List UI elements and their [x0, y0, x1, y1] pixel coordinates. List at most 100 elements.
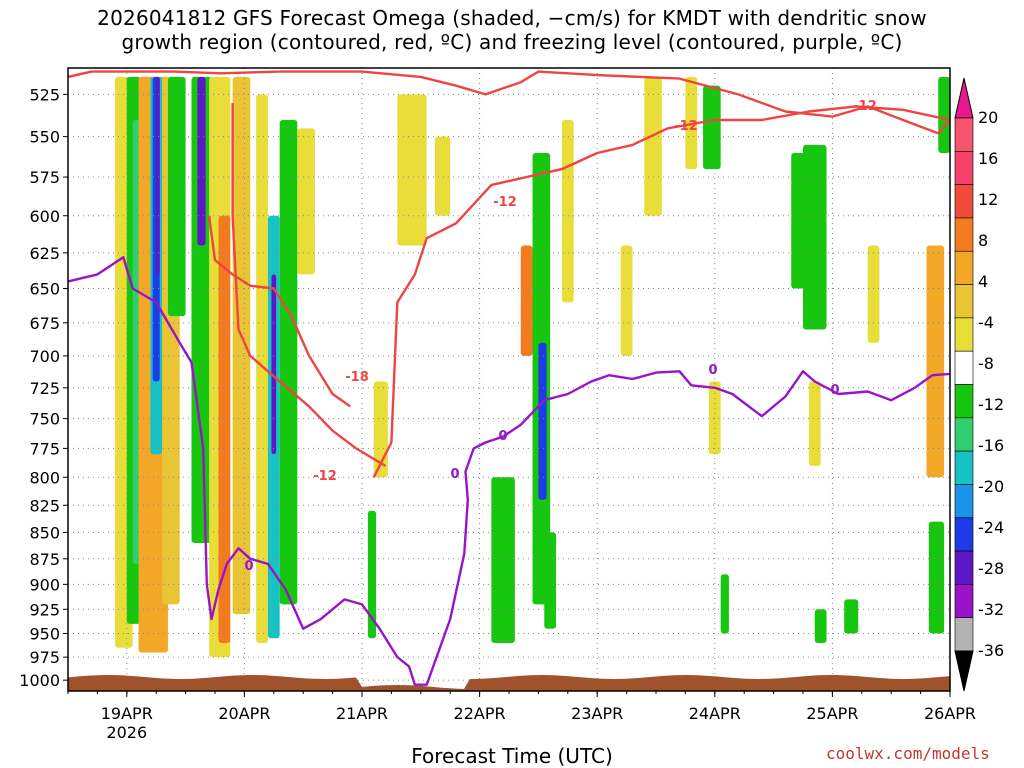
temp-contour-label: -12 — [853, 99, 877, 114]
y-tick-label: 575 — [29, 168, 60, 187]
grid-lines — [68, 68, 951, 691]
freezing-contour-label: 0 — [830, 383, 839, 398]
colorbar-bottom-arrow — [954, 650, 974, 692]
omega-shading — [115, 76, 950, 658]
omega-cell — [434, 136, 451, 216]
colorbar-bin — [954, 151, 974, 185]
colorbar-label: -4 — [978, 313, 994, 332]
x-tick-label: 24APR — [689, 704, 741, 723]
colorbar-label: 8 — [978, 231, 988, 250]
minus18-contour — [207, 215, 351, 408]
ground-surface — [68, 675, 950, 691]
omega-cell — [644, 76, 662, 216]
freezing-contour-label: 0 — [708, 363, 717, 378]
freezing-contour-label: 0 — [244, 559, 253, 574]
y-tick-label: 1000 — [19, 671, 60, 690]
y-axis-ticks: 525 550 575 600 625 650 675 700 725 750 775 800 825 8… — [19, 85, 68, 690]
omega-cell — [491, 477, 515, 644]
x-year-label: 2026 — [106, 723, 147, 742]
colorbar-bin — [954, 584, 974, 618]
colorbar-bin — [954, 617, 974, 652]
y-tick-label: 750 — [29, 410, 60, 429]
omega-cell — [520, 245, 533, 356]
minus12-mid-contour — [231, 103, 387, 467]
colorbar-bin — [954, 317, 974, 352]
colorbar-bin — [954, 417, 974, 452]
omega-cell — [928, 521, 945, 634]
colorbar-label: 4 — [978, 272, 988, 291]
colorbar-bin — [954, 184, 974, 219]
y-tick-label: 525 — [29, 85, 60, 104]
colorbar-label: -36 — [978, 641, 1004, 660]
temp-contour-label: -12 — [313, 469, 337, 484]
omega-cell — [808, 381, 821, 466]
colorbar-bin — [954, 450, 974, 485]
contours: -18 -12 -12 -12 -12 0 0 0 0 0 — [68, 70, 950, 686]
colorbar-bin — [954, 117, 974, 152]
colorbar-bin — [954, 517, 974, 552]
y-tick-label: 775 — [29, 439, 60, 458]
y-tick-label: 850 — [29, 523, 60, 542]
x-tick-label: 23APR — [571, 704, 623, 723]
omega-cell — [926, 245, 945, 478]
omega-cell — [938, 76, 950, 154]
colorbar-label: -24 — [978, 518, 1004, 537]
y-tick-label: 625 — [29, 244, 60, 263]
omega-cell — [197, 76, 206, 246]
site-credit: coolwx.com/models — [826, 744, 990, 763]
omega-cell — [271, 274, 277, 455]
colorbar-label: -12 — [978, 395, 1004, 414]
minus12-upper-contour — [68, 70, 950, 135]
omega-cell — [538, 342, 547, 500]
omega-cell — [561, 119, 574, 303]
colorbar-label: -16 — [978, 436, 1004, 455]
y-tick-label: 550 — [29, 128, 60, 147]
x-axis-label: Forecast Time (UTC) — [411, 744, 613, 768]
y-tick-label: 800 — [29, 468, 60, 487]
ground-fill — [68, 675, 950, 691]
omega-cell — [297, 128, 315, 275]
colorbar-bin — [954, 384, 974, 419]
colorbar-label: -20 — [978, 477, 1004, 496]
omega-cell — [720, 574, 729, 634]
x-tick-label: 21APR — [336, 704, 388, 723]
colorbar-bin — [954, 250, 974, 285]
omega-cell — [844, 599, 859, 634]
x-tick-label: 22APR — [454, 704, 506, 723]
omega-cell — [232, 76, 251, 615]
y-tick-label: 675 — [29, 314, 60, 333]
chart-title: 2026041812 GFS Forecast Omega (shaded, −… — [97, 6, 927, 54]
colorbar-bin — [954, 484, 974, 519]
y-tick-label: 875 — [29, 550, 60, 569]
omega-cell — [167, 76, 186, 317]
y-tick-label: 975 — [29, 648, 60, 667]
freezing-level-contour — [68, 256, 950, 686]
y-tick-label: 600 — [29, 207, 60, 226]
omega-cell — [156, 76, 160, 275]
colorbar-label: -28 — [978, 559, 1004, 578]
omega-cell — [397, 94, 427, 246]
y-tick-label: 925 — [29, 600, 60, 619]
omega-cell — [279, 119, 298, 605]
y-tick-label: 650 — [29, 280, 60, 299]
minus12-lower-contour — [372, 105, 950, 478]
colorbar-label: 20 — [978, 108, 998, 127]
temp-contour-label: -12 — [493, 195, 517, 210]
x-tick-label: 19APR — [101, 704, 153, 723]
y-tick-label: 725 — [29, 379, 60, 398]
y-tick-label: 900 — [29, 575, 60, 594]
omega-cell — [544, 532, 557, 629]
temp-contour-label: -18 — [345, 370, 369, 385]
x-tick-label: 20APR — [218, 704, 270, 723]
colorbar-label: -32 — [978, 600, 1004, 619]
omega-cell — [620, 245, 633, 356]
temp-contour-label: -12 — [674, 119, 698, 134]
omega-cell — [867, 245, 880, 343]
x-tick-label: 25APR — [806, 704, 858, 723]
colorbar-bin — [954, 350, 974, 385]
omega-cell — [367, 510, 377, 639]
colorbar: 20 16 12 8 4 -4 -8 -12 -16 -20 -24 -28 -32 -36 — [954, 77, 1004, 692]
colorbar-top-arrow — [954, 77, 974, 119]
omega-cell — [708, 381, 721, 455]
